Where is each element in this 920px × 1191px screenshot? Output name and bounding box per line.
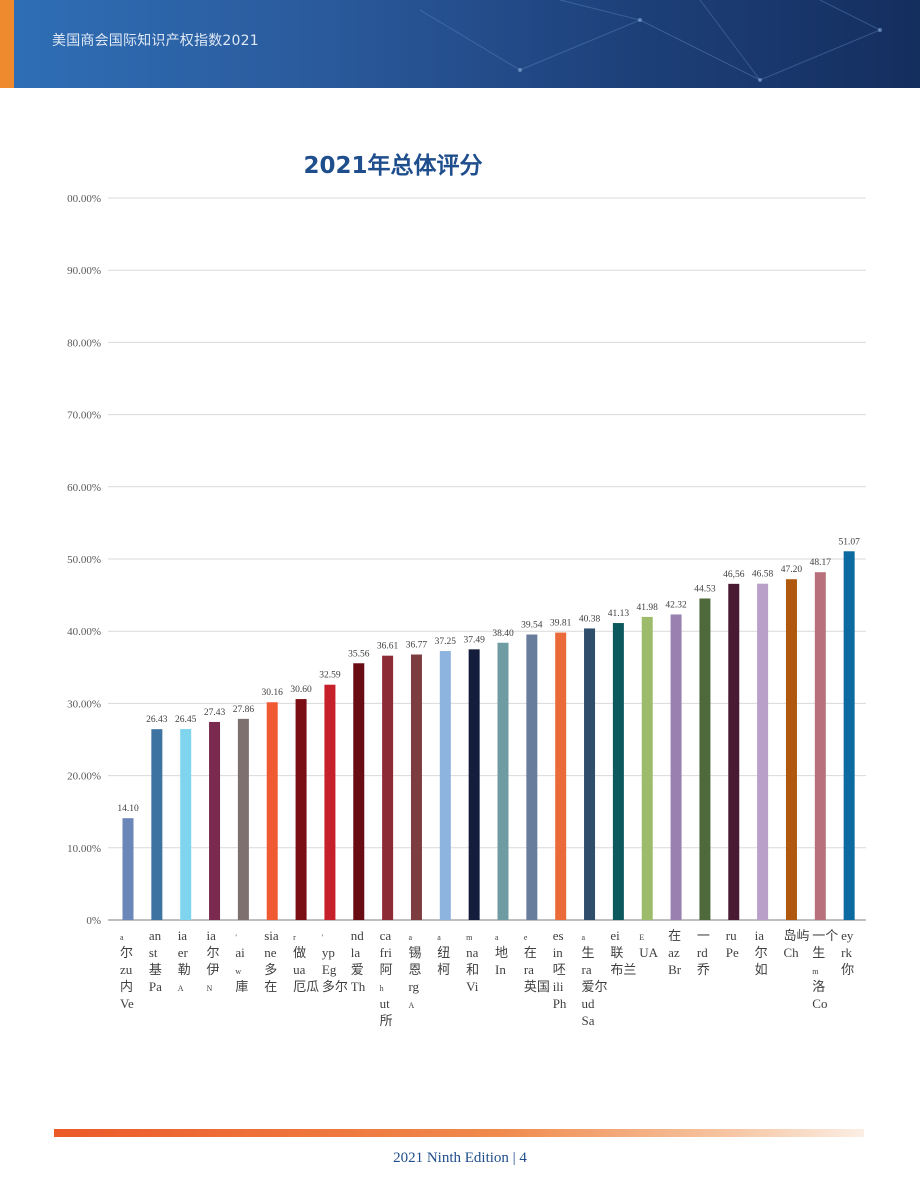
data-label: 32.59 <box>319 671 341 681</box>
data-label: 26.45 <box>175 715 197 725</box>
x-tick-label: e 在 ra 英国 <box>524 933 550 994</box>
data-label: 14.10 <box>117 804 139 814</box>
footer-page-info: 2021 Ninth Edition | 4 <box>393 1150 527 1166</box>
x-tick-label: ca fri 阿 h ut 所 <box>380 928 393 1028</box>
bar <box>584 628 596 920</box>
y-tick-label: 0% <box>86 915 101 927</box>
bar <box>785 579 797 920</box>
bar <box>324 684 336 920</box>
x-tick-label: es in 呸 ili Ph <box>553 928 567 1011</box>
page-header: 美国商会国际知识产权指数2021 <box>0 0 920 88</box>
x-tick-label: a 锡恩 rg A <box>408 933 421 1010</box>
data-label: 46.58 <box>752 570 774 580</box>
bar <box>439 651 451 920</box>
x-tick-label: a 尔 zu 内 Ve <box>120 933 134 1011</box>
data-label: 30.60 <box>290 685 312 695</box>
y-tick-label: 30.00% <box>67 698 101 710</box>
bar <box>410 654 422 920</box>
bar-chart: 0% 10.00% 20.00% 30.00% 40.00% 50.00% 60.00% 70… <box>67 193 866 1028</box>
x-tick-label: ey rk 你 <box>841 928 854 977</box>
data-label: 26.43 <box>146 715 168 725</box>
data-label: 41.13 <box>608 609 630 619</box>
y-tick-label: 70.00% <box>67 410 101 422</box>
x-tick-label: an st 基 Pa <box>149 928 162 994</box>
bar <box>814 572 826 920</box>
bar <box>295 699 307 920</box>
y-tick-label: 00.00% <box>67 193 101 205</box>
bar <box>122 818 134 920</box>
bar <box>237 718 249 920</box>
data-label: 47.20 <box>781 565 803 575</box>
x-tick-label: nd la 爱 Th <box>351 928 366 994</box>
y-tick-label: 80.00% <box>67 337 101 349</box>
x-tick-label: ia 尔如 <box>755 928 768 977</box>
data-label: 44.53 <box>694 584 716 594</box>
x-tick-label: ia 尔伊 N <box>207 928 220 993</box>
data-label: 36.77 <box>406 641 428 651</box>
x-tick-label: ru Pe <box>726 928 739 960</box>
x-tick-label: sia ne 多在 <box>264 928 279 994</box>
data-label: 41.98 <box>637 603 659 613</box>
bar <box>151 729 163 920</box>
y-tick-label: 10.00% <box>67 843 101 855</box>
data-label: 37.49 <box>463 635 485 645</box>
x-tick-label: a 生 ra 爱尔 ud Sa <box>582 933 608 1028</box>
data-label: 27.43 <box>204 708 226 718</box>
x-tick-label: ' ai w 庫 <box>235 933 248 994</box>
data-label: 27.86 <box>233 705 255 715</box>
x-tick-label: 在 az Br <box>668 928 682 977</box>
bar <box>497 642 509 920</box>
footer-gradient-line <box>54 1129 864 1137</box>
bar <box>180 729 192 920</box>
bar <box>526 634 538 920</box>
header-title: 美国商会国际知识产权指数2021 <box>52 33 259 49</box>
bar <box>382 655 394 920</box>
y-tick-label: 90.00% <box>67 265 101 277</box>
y-tick-label: 40.00% <box>67 626 101 638</box>
x-tick-label: m na 和 Vi <box>466 933 479 994</box>
accent-bar <box>0 0 14 88</box>
bar <box>641 616 653 920</box>
y-tick-label: 60.00% <box>67 482 101 494</box>
bar <box>843 551 855 920</box>
data-label: 46,56 <box>723 570 745 580</box>
chart-title: 2021年总体评分 <box>303 153 483 179</box>
data-label: 35.56 <box>348 649 370 659</box>
x-tick-label: 一个生 m 洛 Co <box>812 928 838 1011</box>
bar <box>353 663 365 920</box>
data-label: 39.81 <box>550 619 572 629</box>
data-label: 30.16 <box>262 688 284 698</box>
bar <box>670 614 682 920</box>
x-tick-label: r 做 ua 厄瓜 <box>293 933 319 994</box>
y-tick-label: 20.00% <box>67 771 101 783</box>
data-label: 42.32 <box>665 600 687 610</box>
y-tick-label: 50.00% <box>67 554 101 566</box>
data-label: 39.54 <box>521 621 543 631</box>
bar <box>699 598 711 920</box>
x-tick-label: 一 rd 乔 <box>697 928 710 977</box>
bar <box>757 583 769 920</box>
bar <box>612 623 624 920</box>
x-tick-label: 岛屿 Ch <box>783 928 809 960</box>
data-label: 51.07 <box>838 537 860 547</box>
network-pattern-decoration <box>419 0 882 82</box>
bar <box>728 583 740 920</box>
bar <box>266 702 278 920</box>
data-label: 36.61 <box>377 642 399 652</box>
x-tick-label: a 纽柯 <box>437 933 450 977</box>
data-label: 48.17 <box>810 558 832 568</box>
bar <box>468 649 480 920</box>
bar <box>209 721 221 920</box>
x-tick-label: ' yp Eg 多尔 <box>322 933 348 994</box>
x-tick-label: E UA <box>639 933 658 960</box>
bar <box>555 632 567 920</box>
x-tick-label: ia er 勒 A <box>178 928 191 993</box>
x-tick-label: ei 联布兰 <box>610 928 636 977</box>
data-label: 37.25 <box>435 637 457 647</box>
data-label: 40.38 <box>579 614 601 624</box>
data-label: 38.40 <box>492 629 514 639</box>
x-tick-label: a 地 In <box>495 933 508 977</box>
